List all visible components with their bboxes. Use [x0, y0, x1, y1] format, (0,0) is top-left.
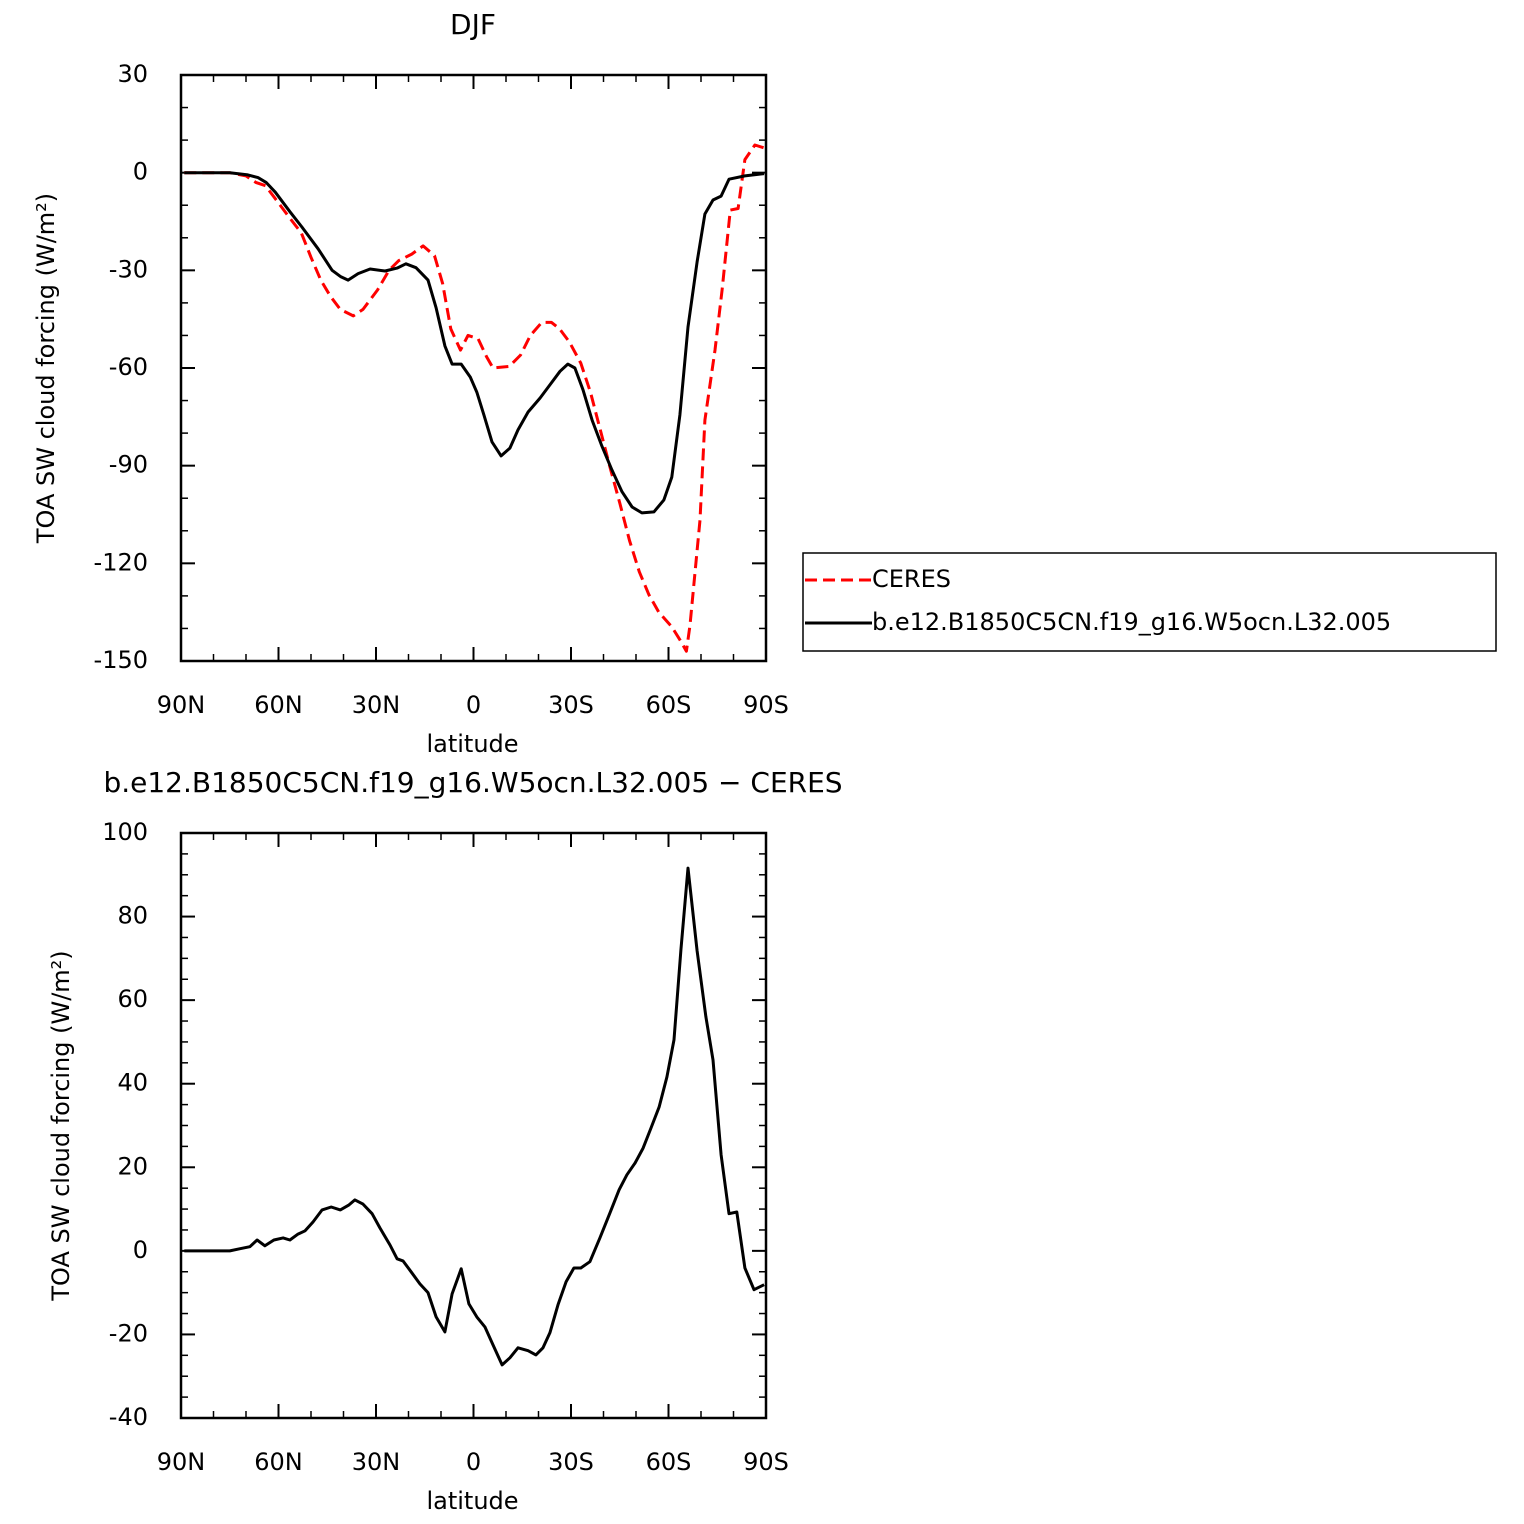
x-tick-label: 90S: [743, 1448, 789, 1476]
legend-label: b.e12.B1850C5CN.f19_g16.W5ocn.L32.005: [872, 608, 1391, 636]
chart-title: DJF: [450, 8, 496, 41]
y-tick-label: 40: [117, 1069, 148, 1097]
x-tick-label: 90N: [157, 691, 206, 719]
x-tick-label: 0: [466, 691, 481, 719]
y-tick-label: 100: [102, 818, 148, 846]
x-tick-label: 30S: [548, 691, 594, 719]
y-tick-label: 0: [133, 158, 148, 186]
y-axis-label: TOA SW cloud forcing (W/m²): [32, 193, 60, 544]
y-axis-label: TOA SW cloud forcing (W/m²): [47, 950, 75, 1301]
y-tick-label: -90: [109, 451, 148, 479]
y-tick-label: -120: [94, 548, 148, 576]
x-tick-label: 60S: [646, 691, 692, 719]
legend-label: CERES: [872, 565, 951, 593]
plot-frame: [179, 831, 768, 1420]
y-tick-label: -150: [94, 646, 148, 674]
y-tick-label: -40: [109, 1403, 148, 1431]
y-tick-label: -30: [109, 255, 148, 283]
x-axis-label: latitude: [426, 1487, 518, 1515]
x-tick-label: 60N: [254, 691, 303, 719]
data-line: [184, 866, 765, 1367]
x-tick-label: 90N: [157, 1448, 206, 1476]
y-tick-label: 0: [133, 1236, 148, 1264]
x-tick-label: 90S: [743, 691, 789, 719]
y-tick-label: -20: [109, 1319, 148, 1347]
y-tick-label: 80: [117, 902, 148, 930]
x-tick-label: 30S: [548, 1448, 594, 1476]
x-tick-label: 30N: [352, 691, 401, 719]
y-tick-label: 20: [117, 1152, 148, 1180]
data-line: [184, 143, 765, 653]
chart-title: b.e12.B1850C5CN.f19_g16.W5ocn.L32.005 − …: [103, 766, 842, 799]
plot-frame: [179, 73, 768, 663]
x-tick-label: 30N: [352, 1448, 401, 1476]
y-tick-label: 60: [117, 985, 148, 1013]
x-axis-label: latitude: [426, 730, 518, 758]
data-line: [184, 171, 765, 515]
x-tick-label: 60S: [646, 1448, 692, 1476]
y-tick-label: 30: [117, 60, 148, 88]
x-tick-label: 0: [466, 1448, 481, 1476]
y-tick-label: -60: [109, 353, 148, 381]
x-tick-label: 60N: [254, 1448, 303, 1476]
legend-box: [802, 552, 1497, 652]
